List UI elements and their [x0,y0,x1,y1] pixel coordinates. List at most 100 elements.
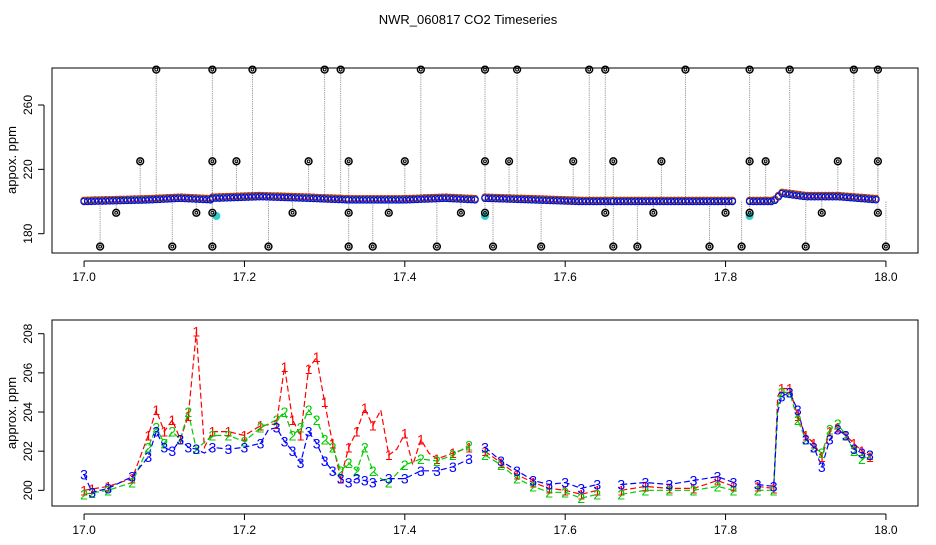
series1-marker: 1 [690,480,698,496]
spike-point [480,157,490,166]
spike-point-inner [346,210,351,215]
series1-marker: 1 [152,402,160,418]
series3-point [199,195,207,204]
series3-point [453,195,461,203]
spike-point-inner [346,244,351,249]
series3-point [589,197,597,206]
series3-marker: 3 [345,475,353,491]
series3-point [520,195,529,204]
series2-marker: 2 [80,486,88,502]
top-y-axis-label: appox. ppm [4,126,19,194]
series2-marker: 2 [802,431,810,447]
series3-point [549,196,558,205]
series1-marker: 1 [481,443,489,459]
series3-marker: 3 [88,484,96,500]
bottom-plot-frame [51,319,919,507]
spike-point [416,65,426,74]
spike-point [111,208,121,217]
spike-point [681,65,690,74]
spike-point [761,157,770,166]
series3-point [366,196,375,204]
spike-point [745,157,754,166]
series2-marker: 2 [184,404,192,420]
spike-point-inner [603,210,608,215]
series3-point [170,194,179,203]
spike-point [745,65,754,74]
series1-marker: 1 [313,349,321,365]
series3-marker: 3 [730,475,738,491]
series2-marker: 2 [561,484,569,500]
series3-marker: 3 [561,475,569,491]
series3-point [352,196,360,204]
series3-marker: 3 [778,388,786,404]
series3-line [757,391,871,488]
spike-point [208,242,217,251]
series3-point [184,194,193,203]
series3-marker: 3 [353,471,361,487]
series3-point [334,195,343,204]
series2-marker: 2 [754,482,762,498]
series3-point [152,195,160,204]
series3-point [828,192,837,201]
series3-point [219,194,227,202]
series1-marker: 1 [850,435,858,451]
series1-marker: 1 [225,424,233,440]
series3-line [484,446,598,490]
series3-point [370,196,378,204]
spike-point-inner [483,67,487,72]
series3-point [442,194,450,203]
spike-point-inner [418,67,423,72]
spike-point [480,208,490,217]
spike-point-inner [483,210,487,215]
series3-point [456,195,465,203]
series3-point [427,195,436,203]
spike-point [801,242,810,251]
spike-point-inner [787,67,792,72]
series2-marker: 2 [786,384,794,400]
series3-point [810,192,819,201]
series3-point [524,196,533,204]
series3-point [226,193,235,202]
spike-point [304,157,313,166]
series3-point [388,196,396,204]
series3-point [542,196,551,205]
series3-point [839,193,848,201]
series3-point [678,197,686,206]
series1-marker: 1 [401,426,409,442]
series3-marker: 3 [321,453,329,469]
series1-marker: 1 [666,480,674,496]
series3-point [728,197,737,206]
series2-marker: 2 [152,420,160,436]
series3-marker: 3 [313,435,321,451]
series1-marker: 1 [842,428,850,444]
series1-marker: 1 [730,478,738,494]
spike-point [512,65,522,74]
series3-point [725,197,733,206]
series1-marker: 1 [529,475,537,491]
series3-point [814,192,822,201]
series3-point [714,197,722,206]
series3-marker: 3 [513,463,521,479]
series3-point [413,195,421,204]
series2-marker: 2 [241,433,249,449]
series1-marker: 1 [321,394,329,410]
series3-marker: 3 [417,463,425,479]
series3-point [681,197,690,206]
series3-point [645,197,654,206]
spike-point [601,208,610,217]
series3-point [395,196,403,204]
series3-point [781,190,790,198]
series3-marker: 3 [641,475,649,491]
series3-point [288,193,296,202]
series3-point [706,197,715,206]
series3-point [506,195,515,203]
series2-marker: 2 [337,463,345,479]
series3-marker: 3 [481,439,489,455]
spike-point-inner [306,159,311,164]
top-x-tick-label: 17.6 [554,270,578,284]
series3-point [642,197,650,206]
series3-point [409,195,418,204]
series2-marker: 2 [144,439,152,455]
spike-point-inner [250,67,255,72]
